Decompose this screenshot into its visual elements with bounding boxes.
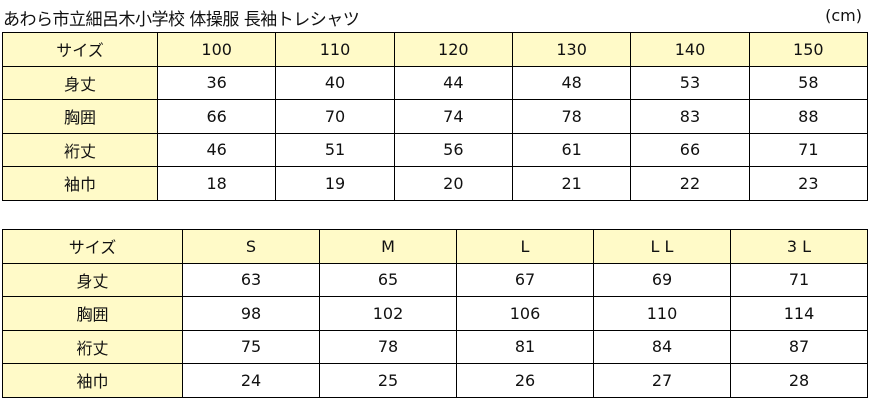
table-cell: 65 xyxy=(319,262,457,297)
row-label: 身丈 xyxy=(2,262,183,297)
row-label: 裄丈 xyxy=(2,329,183,364)
size-table-numeric: サイズ 100 110 120 130 140 150 身丈 36 40 44 48 53 58 胸囲 66 7… xyxy=(2,32,869,201)
table-cell: 26 xyxy=(456,363,594,398)
header-cell: 120 xyxy=(393,32,513,67)
table-cell: 114 xyxy=(730,296,868,331)
table-cell: 106 xyxy=(456,296,594,331)
table-cell: 23 xyxy=(748,166,869,201)
table-cell: 71 xyxy=(748,132,869,167)
table-row: 胸囲 66 70 74 78 83 88 xyxy=(2,99,869,134)
table-cell: 75 xyxy=(182,329,320,364)
table-row: 裄丈 75 78 81 84 87 xyxy=(2,329,868,364)
table-cell: 40 xyxy=(275,65,395,100)
table-cell: 22 xyxy=(630,166,750,201)
table-cell: 69 xyxy=(593,262,731,297)
table-cell: 78 xyxy=(511,99,632,134)
table-cell: 28 xyxy=(730,363,868,398)
table-cell: 71 xyxy=(730,262,868,297)
table-cell: 67 xyxy=(456,262,594,297)
header-cell: 100 xyxy=(156,32,277,67)
header-cell: 150 xyxy=(748,32,869,67)
table-cell: 87 xyxy=(730,329,868,364)
header-cell: 3 L xyxy=(730,229,868,264)
header-cell: L xyxy=(456,229,594,264)
row-label: 身丈 xyxy=(2,65,158,100)
table-row: 胸囲 98 102 106 110 114 xyxy=(2,296,868,331)
table-row: 身丈 63 65 67 69 71 xyxy=(2,262,868,297)
row-label: 胸囲 xyxy=(2,99,158,134)
header-cell: 110 xyxy=(275,32,395,67)
table-cell: 20 xyxy=(393,166,513,201)
table-cell: 58 xyxy=(748,65,869,100)
table-cell: 78 xyxy=(319,329,457,364)
table-cell: 84 xyxy=(593,329,731,364)
header-cell: M xyxy=(319,229,457,264)
row-label: 胸囲 xyxy=(2,296,183,331)
header-cell: L L xyxy=(593,229,731,264)
header-cell: サイズ xyxy=(2,32,158,67)
table-cell: 44 xyxy=(393,65,513,100)
table-cell: 18 xyxy=(156,166,277,201)
table-cell: 88 xyxy=(748,99,869,134)
table-cell: 21 xyxy=(511,166,632,201)
table-cell: 27 xyxy=(593,363,731,398)
table-cell: 61 xyxy=(511,132,632,167)
header-cell: 130 xyxy=(511,32,632,67)
table-cell: 46 xyxy=(156,132,277,167)
header-cell: サイズ xyxy=(2,229,183,264)
table-cell: 25 xyxy=(319,363,457,398)
page-title: あわら市立細呂木小学校 体操服 長袖トレシャツ xyxy=(3,10,360,30)
table-cell: 70 xyxy=(275,99,395,134)
table-cell: 98 xyxy=(182,296,320,331)
header-cell: 140 xyxy=(630,32,750,67)
table-cell: 74 xyxy=(393,99,513,134)
header-row: サイズ 100 110 120 130 140 150 xyxy=(2,32,869,67)
table-cell: 51 xyxy=(275,132,395,167)
table-row: 裄丈 46 51 56 61 66 71 xyxy=(2,132,869,167)
row-label: 袖巾 xyxy=(2,166,158,201)
header-cell: S xyxy=(182,229,320,264)
row-label: 裄丈 xyxy=(2,132,158,167)
row-label: 袖巾 xyxy=(2,363,183,398)
table-cell: 53 xyxy=(630,65,750,100)
unit-label: (cm) xyxy=(825,6,862,25)
table-cell: 66 xyxy=(630,132,750,167)
table-cell: 102 xyxy=(319,296,457,331)
table-cell: 63 xyxy=(182,262,320,297)
table-row: 袖巾 24 25 26 27 28 xyxy=(2,363,868,398)
table-row: 袖巾 18 19 20 21 22 23 xyxy=(2,166,869,201)
table-cell: 56 xyxy=(393,132,513,167)
table-cell: 19 xyxy=(275,166,395,201)
table-row: 身丈 36 40 44 48 53 58 xyxy=(2,65,869,100)
table-cell: 36 xyxy=(156,65,277,100)
table-cell: 24 xyxy=(182,363,320,398)
table-cell: 83 xyxy=(630,99,750,134)
table-cell: 48 xyxy=(511,65,632,100)
table-cell: 81 xyxy=(456,329,594,364)
table-cell: 66 xyxy=(156,99,277,134)
table-cell: 110 xyxy=(593,296,731,331)
